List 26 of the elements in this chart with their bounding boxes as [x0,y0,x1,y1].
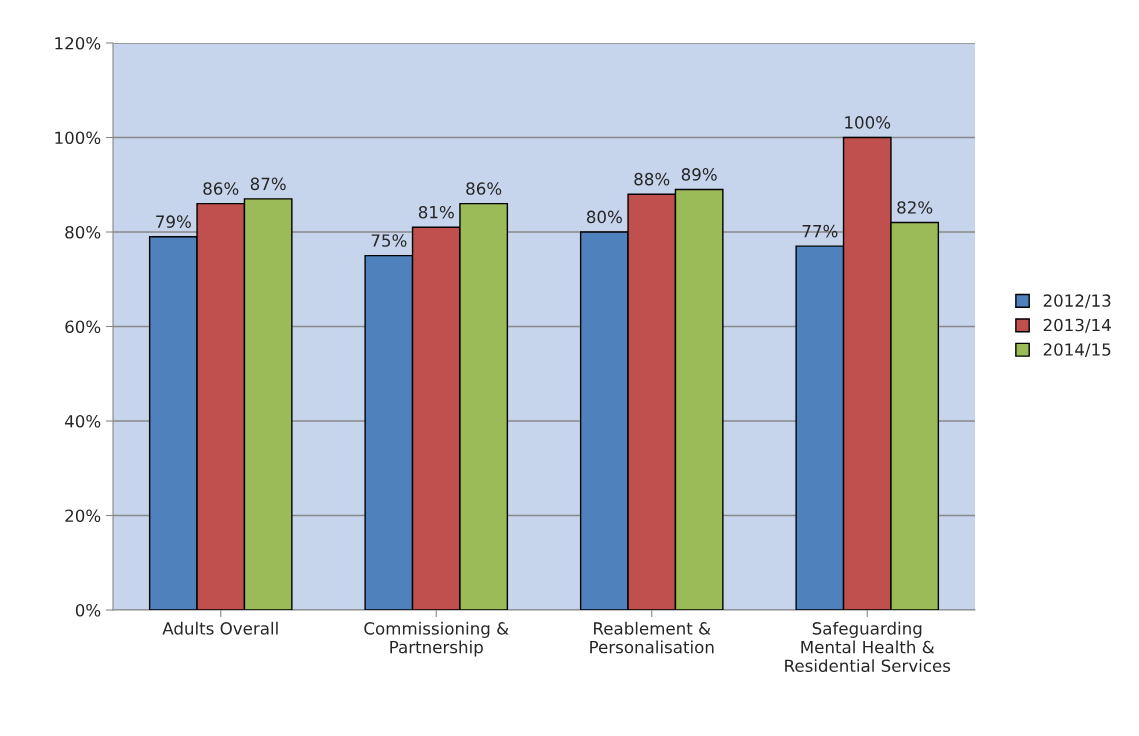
data-label: 89% [681,168,717,181]
legend-label: 2013/14 [1043,318,1111,333]
x-tick-label: Commissioning & Partnership [364,621,509,657]
data-label: 88% [634,172,670,186]
data-label: 87% [250,177,286,191]
x-tick-label: Reablement & Personalisation [590,621,714,654]
data-label: 77% [802,224,838,238]
data-label: 86% [466,182,502,195]
x-tick-label: Safeguarding Mental Health & Residential Services [785,621,951,673]
y-tick-label: 100% [55,131,101,145]
legend-label: 2014/15 [1043,343,1111,358]
y-tick-label: 20% [65,509,101,523]
y-tick-label: 0% [75,603,101,617]
y-tick-label: 80% [65,225,101,239]
data-label: 86% [203,182,239,195]
data-label: 100% [845,116,891,129]
legend-label: 2012/13 [1043,294,1111,309]
y-tick-label: 120% [55,36,101,50]
data-label: 81% [418,205,454,219]
y-tick-label: 40% [64,414,101,428]
y-tick-label: 60% [65,320,101,334]
data-label: 75% [371,234,407,247]
data-label: 80% [586,210,622,224]
data-label: 82% [897,201,933,214]
data-label: 79% [156,215,191,228]
x-tick-label: Adults Overall [162,621,278,635]
